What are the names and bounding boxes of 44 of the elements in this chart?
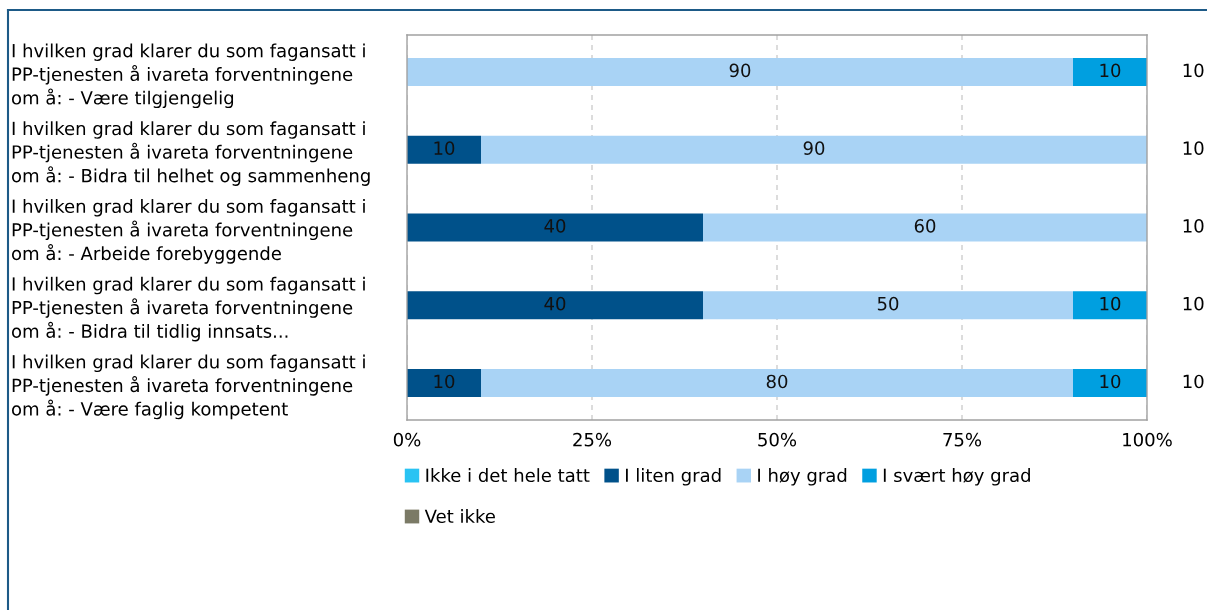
bar — [703, 291, 1073, 320]
x-tick-label: 0% — [393, 432, 421, 447]
bar — [1073, 291, 1147, 320]
annotation: 10 — [1100, 296, 1121, 311]
legend-label: I liten grad — [626, 468, 721, 486]
x-tick-label: 50% — [758, 432, 797, 447]
y-tick-label: I hvilken grad klarer du som fagansatt i PP-tjenesten å ivareta forventningene om å: - Bidra til helhet og sammenheng — [12, 121, 370, 186]
bar — [407, 135, 481, 164]
legend-label: Vet ikke — [424, 509, 495, 524]
bar — [1073, 369, 1147, 398]
bar — [481, 135, 1147, 164]
data-label: 10 — [434, 374, 455, 389]
text: 10 — [1183, 219, 1204, 233]
data-label: 10 — [1183, 63, 1204, 78]
data-label: 90 — [729, 63, 751, 78]
y-tick-label: I hvilken grad klarer du som fagansatt i PP-tjenesten å ivareta forventningene om å: - Bidra til tidlig innsats... — [12, 276, 365, 342]
annotation: 10 — [1100, 374, 1121, 389]
data-label: 10 — [1183, 374, 1204, 389]
data-label: 60 — [914, 219, 936, 233]
y-tick-label: I hvilken grad klarer du som fagansatt i PP-tjenesten å ivareta forventningene om å: - Være faglig kompetent — [12, 354, 365, 420]
bar — [481, 369, 1073, 398]
data-label: 10 — [1183, 296, 1204, 311]
legend-label: I høy grad — [758, 468, 847, 486]
y-tick-label: I hvilken grad klarer du som fagansatt i PP-tjenesten å ivareta forventningene om å: - Arbeide forebyggende — [12, 199, 365, 264]
bar — [407, 291, 703, 320]
x-tick-label: 100% — [1123, 432, 1172, 447]
data-label: 40 — [544, 296, 566, 311]
text: 10 — [1183, 141, 1204, 155]
x-tick-label: 25% — [573, 432, 612, 447]
data-label: 40 — [544, 219, 566, 233]
bar — [407, 369, 481, 398]
annotation: 10 — [1100, 63, 1121, 78]
bar — [1073, 57, 1147, 86]
legend-label: Ikke i det hele tatt — [426, 468, 590, 483]
legend-label: I svært høy grad — [883, 468, 1030, 486]
bar — [703, 213, 1147, 242]
data-label: 50 — [877, 296, 899, 311]
bar — [407, 57, 1073, 86]
x-tick-label: 75% — [943, 432, 982, 447]
data-label: 80 — [766, 374, 788, 389]
y-tick-label: I hvilken grad klarer du som fagansatt i PP-tjenesten å ivareta forventningene om å: - Være tilgjengelig — [12, 43, 365, 109]
bar — [407, 213, 703, 242]
data-label: 10 — [434, 141, 455, 155]
data-label: 90 — [803, 141, 825, 155]
